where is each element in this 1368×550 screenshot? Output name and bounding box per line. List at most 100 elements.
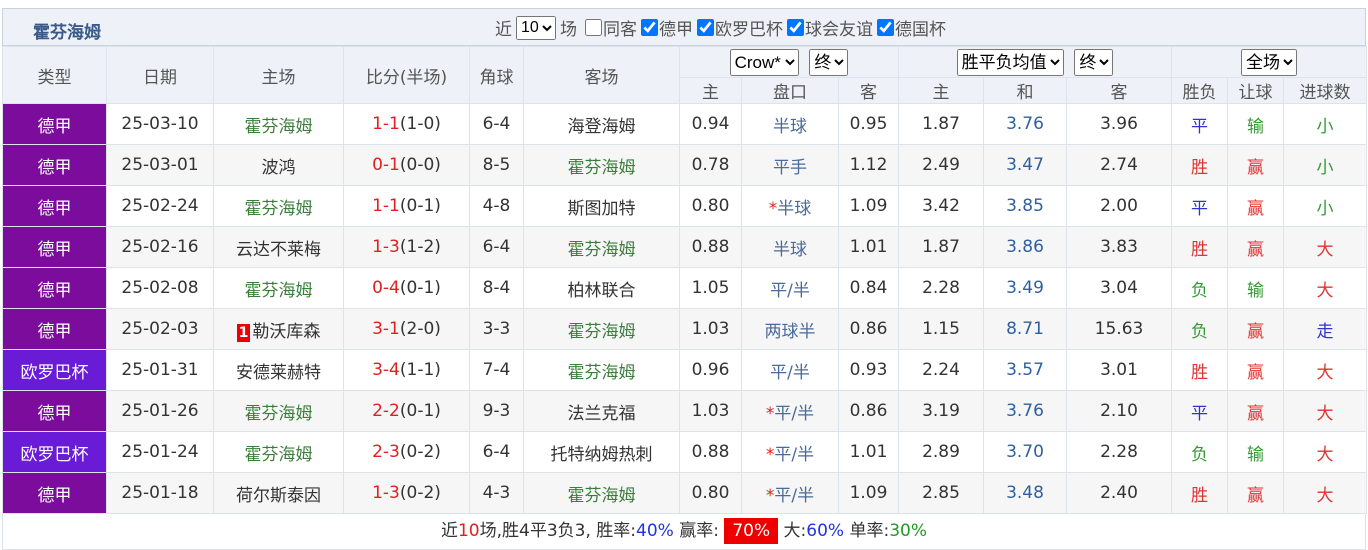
- subcol-header: 客: [838, 77, 899, 104]
- away-cell: 霍芬海姆: [523, 308, 680, 350]
- handicap: 平/半: [774, 403, 815, 424]
- result-cell: 赢: [1227, 349, 1285, 391]
- type-cell: 德甲: [2, 472, 107, 514]
- checkbox[interactable]: 欧罗巴杯: [693, 15, 783, 40]
- result-cell: 输: [1227, 431, 1285, 473]
- corner-cell: 6-4: [469, 103, 524, 145]
- period-select[interactable]: 全场: [1241, 48, 1298, 76]
- date-cell: 25-01-31: [106, 349, 214, 391]
- match-row: 欧罗巴杯 25-01-31 安德莱赫特 3-4(1-1) 7-4 霍芬海姆 0.96 平/半 0…: [2, 349, 1368, 391]
- win-odds: 2.49: [898, 144, 984, 186]
- result-cell: 大: [1283, 472, 1368, 514]
- odds-home: 0.88: [679, 431, 742, 473]
- checkbox-input[interactable]: [787, 19, 804, 36]
- corner-cell: 8-4: [469, 267, 524, 309]
- avg-select[interactable]: 胜平负均值: [956, 48, 1064, 76]
- full-score: 3-1: [372, 319, 400, 339]
- summary-text: 场,胜4平3负3, 胜率:: [479, 521, 636, 541]
- away-cell: 海登海姆: [523, 103, 680, 145]
- result-cell: 赢: [1227, 144, 1285, 186]
- type-cell: 德甲: [2, 185, 107, 227]
- away-cell: 柏林联合: [523, 267, 680, 309]
- loss-odds: 2.74: [1065, 144, 1173, 186]
- away-cell: 斯图加特: [523, 185, 680, 227]
- win-odds: 2.85: [898, 472, 984, 514]
- home-team: 勒沃库森: [252, 321, 321, 342]
- stage-select[interactable]: 终: [809, 48, 849, 76]
- type-cell: 德甲: [2, 267, 107, 309]
- draw-odds: 3.76: [983, 390, 1067, 432]
- handicap-cell: 两球半: [741, 308, 839, 350]
- win-odds: 1.15: [898, 308, 984, 350]
- date-cell: 25-01-24: [106, 431, 214, 473]
- col-header: 角球: [469, 46, 524, 104]
- type-cell: 德甲: [2, 226, 107, 268]
- match-row: 德甲 25-01-18 荷尔斯泰因 1-3(0-2) 4-3 霍芬海姆 0.80 *平/半 1.…: [2, 472, 1368, 514]
- corner-cell: 9-3: [469, 390, 524, 432]
- handicap-cell: 平/半: [741, 267, 839, 309]
- odds-away: 0.95: [838, 103, 899, 145]
- checkbox-input[interactable]: [585, 19, 602, 36]
- checkbox[interactable]: 德国杯: [873, 15, 946, 40]
- half-score: (0-2): [399, 483, 441, 503]
- result-header: 全场: [1171, 46, 1368, 78]
- result-cell: 小: [1283, 144, 1368, 186]
- loss-odds: 3.04: [1065, 267, 1173, 309]
- handicap-cell: 平手: [741, 144, 839, 186]
- company-select[interactable]: Crow*: [729, 48, 799, 76]
- filter-bar: 霍芬海姆 近 10 场 同客 德甲 欧罗巴杯 球会友谊 德国杯: [2, 8, 1366, 46]
- subcol-header: 让球: [1227, 77, 1285, 104]
- full-score: 2-3: [372, 442, 400, 462]
- handicap-cell: 半球: [741, 226, 839, 268]
- odds-home: 0.88: [679, 226, 742, 268]
- odds-home: 0.96: [679, 349, 742, 391]
- loss-odds: 3.01: [1065, 349, 1173, 391]
- stage-select[interactable]: 终: [1074, 48, 1114, 76]
- home-cell: 霍芬海姆: [213, 103, 344, 145]
- handicap: 平/半: [774, 485, 815, 506]
- red-card: 1: [236, 323, 251, 342]
- checkbox[interactable]: 同客: [581, 15, 637, 40]
- subcol-header: 盘口: [741, 77, 839, 104]
- match-row: 德甲 25-02-08 霍芬海姆 0-4(0-1) 8-4 柏林联合 1.05 平/半 0.84…: [2, 267, 1368, 309]
- away-cell: 霍芬海姆: [523, 226, 680, 268]
- home-team: 霍芬海姆: [244, 444, 313, 465]
- match-table: 类型 日期 主场 比分(半场) 角球 客场 Crow* 终 胜平负均值 终 全场: [2, 46, 1368, 514]
- draw-odds: 3.70: [983, 431, 1067, 473]
- team-title: 霍芬海姆: [33, 23, 101, 43]
- half-score: (0-1): [399, 278, 441, 298]
- summary: 近10场,胜4平3负3, 胜率:40% 赢率: 70% 大:60% 单率:30%: [2, 514, 1366, 550]
- date-cell: 25-01-18: [106, 472, 214, 514]
- checkbox-group: 同客 德甲 欧罗巴杯 球会友谊 德国杯: [581, 15, 946, 40]
- type-cell: 德甲: [2, 308, 107, 350]
- recent-prefix: 近: [495, 20, 512, 40]
- loss-odds: 2.28: [1065, 431, 1173, 473]
- handicap-star: *: [765, 485, 775, 506]
- date-cell: 25-02-16: [106, 226, 214, 268]
- result-cell: 大: [1283, 390, 1368, 432]
- recent-select[interactable]: 10: [516, 15, 556, 40]
- full-score: 2-2: [372, 401, 400, 421]
- checkbox[interactable]: 德甲: [637, 15, 693, 40]
- checkbox-input[interactable]: [641, 19, 658, 36]
- home-cell: 波鸿: [213, 144, 344, 186]
- checkbox-label: 德甲: [659, 20, 693, 40]
- filters: 近 10 场 同客 德甲 欧罗巴杯 球会友谊 德国杯: [495, 15, 946, 40]
- summary-text: 赢率:: [673, 521, 719, 541]
- score-cell: 1-1(1-0): [343, 103, 470, 145]
- type-cell: 欧罗巴杯: [2, 349, 107, 391]
- checkbox-input[interactable]: [697, 19, 714, 36]
- checkbox-label: 欧罗巴杯: [715, 20, 783, 40]
- checkbox[interactable]: 球会友谊: [783, 15, 873, 40]
- handicap-cell: *平/半: [741, 431, 839, 473]
- result-cell: 小: [1283, 103, 1368, 145]
- date-cell: 25-01-26: [106, 390, 214, 432]
- win-odds: 3.19: [898, 390, 984, 432]
- subcol-header: 主: [679, 77, 742, 104]
- odds-away: 1.09: [838, 472, 899, 514]
- odds-away: 1.09: [838, 185, 899, 227]
- subcol-header: 胜负: [1171, 77, 1229, 104]
- draw-odds: 3.85: [983, 185, 1067, 227]
- checkbox-input[interactable]: [877, 19, 894, 36]
